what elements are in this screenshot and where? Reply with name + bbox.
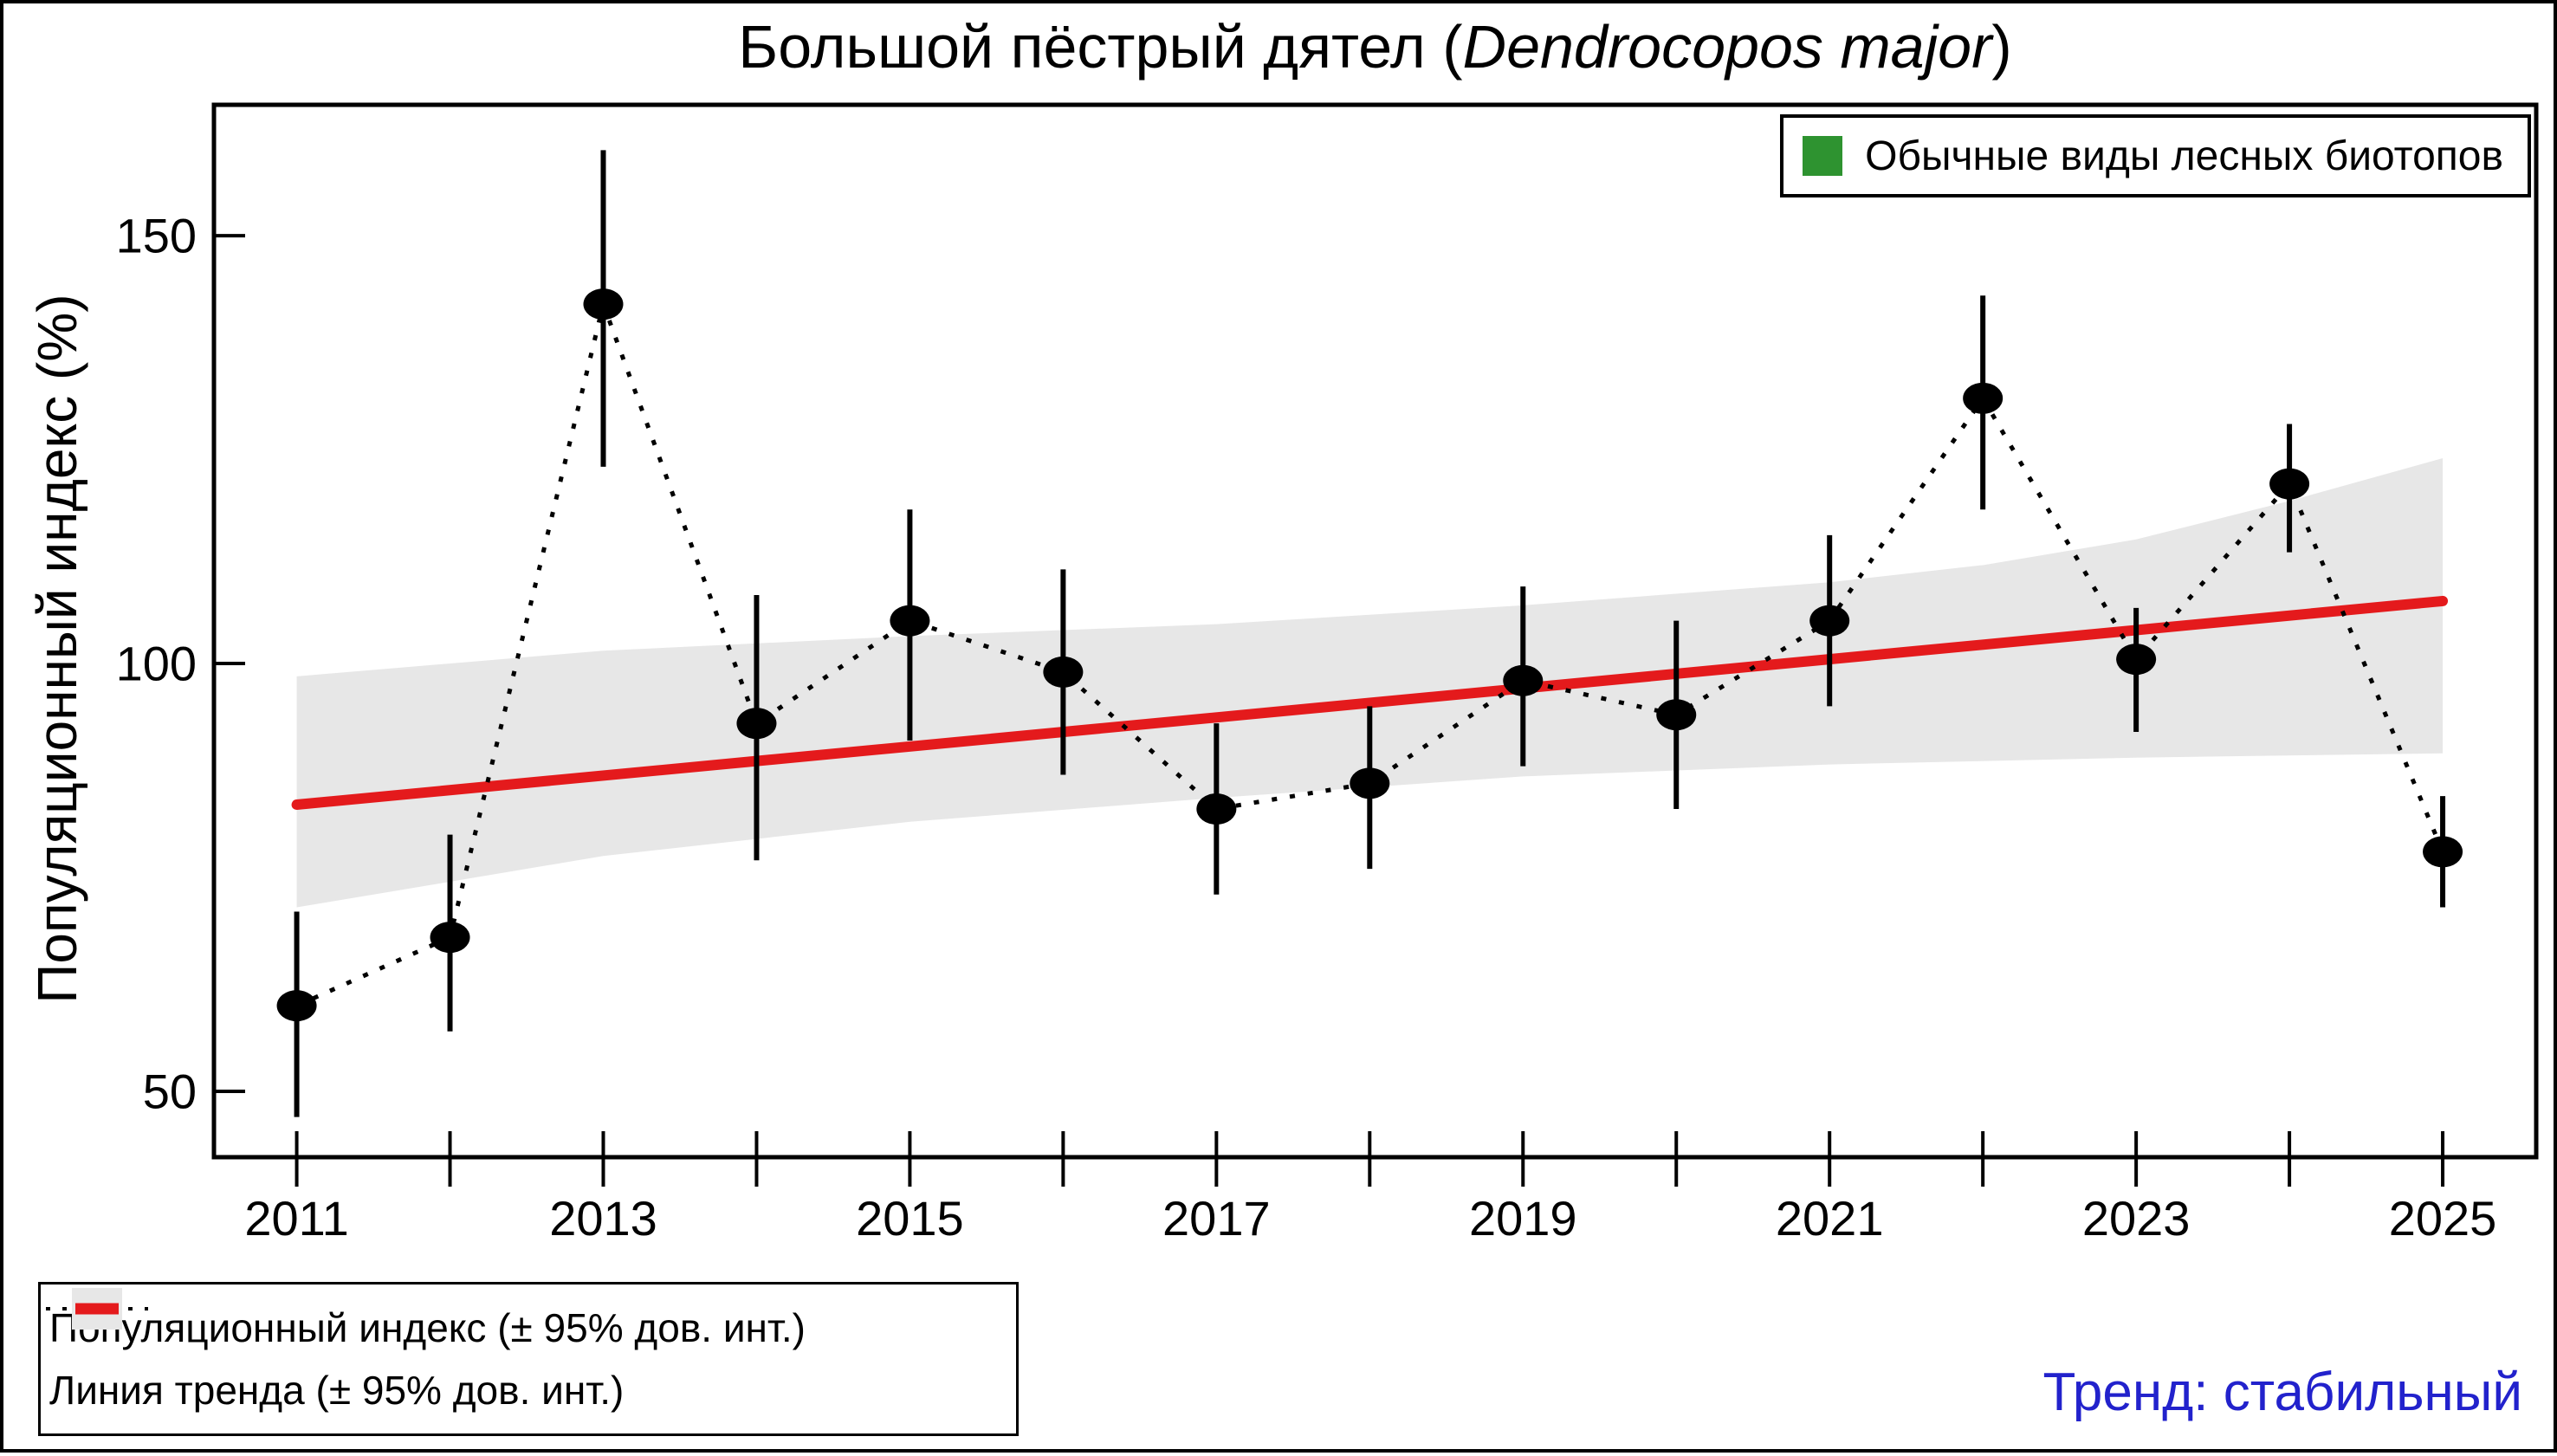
chart-title-species: Dendrocopos major (1462, 13, 1992, 81)
legend-habitat-group: Обычные виды лесных биотопов (1780, 114, 2531, 197)
data-point (1350, 767, 1390, 799)
chart-title-suffix: ) (1991, 13, 2012, 81)
data-point (2116, 644, 2157, 676)
y-tick-label: 150 (115, 208, 197, 263)
data-point (583, 288, 624, 320)
trend-line-symbol-icon (72, 1288, 122, 1330)
data-point (1963, 382, 2004, 414)
x-tick-label: 2013 (549, 1191, 657, 1246)
x-tick-label: 2011 (244, 1191, 349, 1246)
data-point (2269, 468, 2310, 500)
confidence-band (296, 457, 2444, 908)
data-point (736, 708, 777, 740)
series-dotted-line (295, 296, 2445, 1008)
legend-row-trend: Линия тренда (± 95% дов. инт.) (49, 1288, 1007, 1417)
plot-area (211, 102, 2539, 1187)
data-point (2423, 836, 2463, 868)
green-swatch-icon (1803, 136, 1843, 176)
data-point (890, 605, 930, 637)
trend-line (291, 595, 2449, 811)
data-point (1503, 664, 1544, 696)
legend-points-label: Популяционный индекс (± 95% дов. инт.) (49, 1305, 806, 1350)
legend-row-points: Популяционный индекс (± 95% дов. инт.) (46, 1293, 1007, 1355)
x-tick-label: 2019 (1468, 1191, 1577, 1246)
legend-trend-label: Линия тренда (± 95% дов. инт.) (49, 1368, 625, 1413)
trend-status-note: Тренд: стабильный (2042, 1362, 2522, 1422)
x-tick-label: 2015 (856, 1191, 964, 1246)
chart-title-prefix: Большой пёстрый дятел ( (738, 13, 1463, 81)
data-point (1196, 793, 1237, 825)
x-tick-label: 2017 (1162, 1191, 1271, 1246)
y-tick-label: 50 (142, 1064, 197, 1119)
data-point (1656, 699, 1697, 731)
y-tick-label: 100 (115, 636, 197, 691)
legend-habitat-label: Обычные виды лесных биотопов (1865, 133, 2503, 179)
plot-border (211, 102, 2539, 1160)
data-point (430, 922, 470, 954)
chart-title: Большой пёстрый дятел (Dendrocopos major… (214, 12, 2536, 81)
x-tick-label: 2023 (2081, 1191, 2191, 1246)
data-point (1043, 656, 1084, 688)
data-point (276, 990, 317, 1022)
legend-series: Популяционный индекс (± 95% дов. инт.) Л… (38, 1282, 1019, 1436)
x-tick-label: 2021 (1775, 1191, 1884, 1246)
x-tick-label: 2025 (2388, 1191, 2497, 1246)
data-point (1809, 605, 1850, 637)
